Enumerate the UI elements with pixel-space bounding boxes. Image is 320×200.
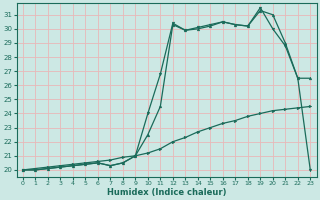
X-axis label: Humidex (Indice chaleur): Humidex (Indice chaleur): [107, 188, 226, 197]
